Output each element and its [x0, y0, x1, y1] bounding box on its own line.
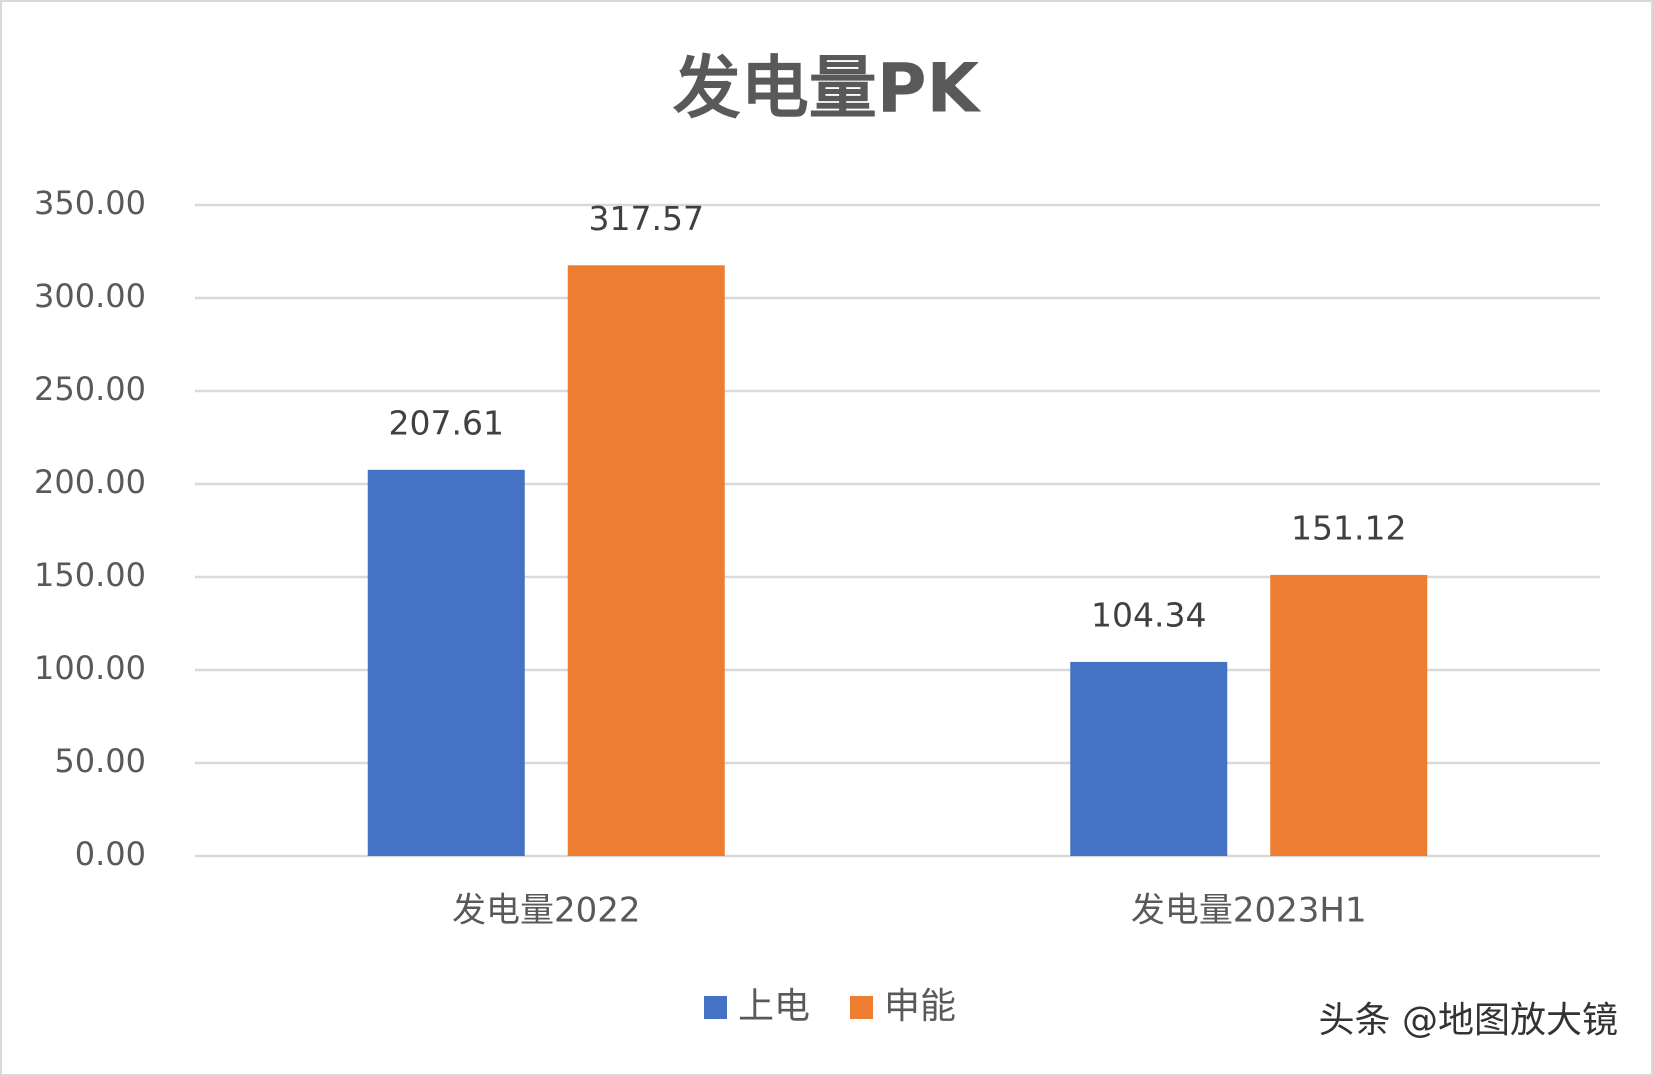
x-tick-label: 发电量2023H1	[1131, 891, 1367, 931]
legend-swatch	[704, 996, 727, 1019]
bar	[1070, 661, 1228, 856]
data-label: 317.57	[589, 199, 704, 238]
watermark: 头条 @地图放大镜	[1319, 1000, 1618, 1041]
y-tick-label: 250.00	[34, 370, 146, 408]
legend-label: 申能	[884, 986, 956, 1027]
y-tick-label: 150.00	[34, 556, 146, 594]
bar	[367, 469, 525, 856]
bar	[567, 265, 725, 856]
y-tick-label: 200.00	[34, 463, 146, 501]
y-tick-label: 50.00	[54, 742, 146, 780]
data-label: 207.61	[389, 403, 504, 442]
y-tick-label: 300.00	[34, 277, 146, 315]
y-tick-label: 0.00	[75, 835, 146, 873]
y-tick-label: 350.00	[34, 184, 146, 222]
x-tick-label: 发电量2022	[452, 891, 641, 931]
legend-label: 上电	[738, 986, 810, 1027]
y-tick-label: 100.00	[34, 649, 146, 687]
data-label: 151.12	[1291, 508, 1406, 547]
data-label: 104.34	[1091, 595, 1206, 634]
chart-title: 发电量PK	[673, 50, 982, 129]
bar	[1270, 574, 1428, 856]
legend-swatch	[850, 996, 873, 1019]
